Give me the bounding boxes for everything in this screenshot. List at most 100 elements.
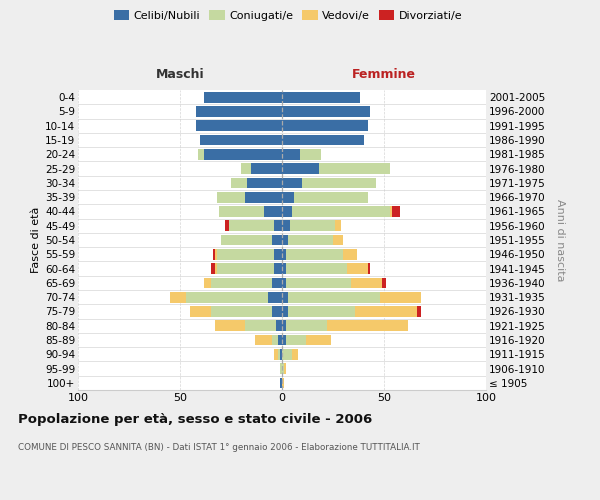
Bar <box>280 378 282 388</box>
Bar <box>211 306 272 317</box>
Bar <box>217 263 274 274</box>
Bar <box>352 278 382 288</box>
Bar <box>288 292 380 302</box>
Bar <box>282 120 368 131</box>
Bar <box>333 234 343 246</box>
Bar <box>196 120 282 131</box>
Bar <box>272 334 278 345</box>
Bar <box>282 378 284 388</box>
Bar <box>282 106 370 117</box>
Bar <box>282 334 286 345</box>
Text: Femmine: Femmine <box>352 68 416 81</box>
Text: Maschi: Maschi <box>155 68 205 81</box>
Bar <box>272 306 282 317</box>
Bar <box>278 349 280 360</box>
Bar <box>282 278 286 288</box>
Bar <box>225 220 229 231</box>
Bar <box>282 263 286 274</box>
Bar <box>245 192 282 202</box>
Y-axis label: Anni di nascita: Anni di nascita <box>555 198 565 281</box>
Bar <box>263 206 282 217</box>
Bar <box>272 234 282 246</box>
Bar <box>282 163 319 174</box>
Bar <box>215 320 245 331</box>
Text: COMUNE DI PESCO SANNITA (BN) - Dati ISTAT 1° gennaio 2006 - Elaborazione TUTTITA: COMUNE DI PESCO SANNITA (BN) - Dati ISTA… <box>18 442 420 452</box>
Bar <box>301 149 321 160</box>
Bar <box>196 106 282 117</box>
Bar <box>247 178 282 188</box>
Bar <box>274 249 282 260</box>
Bar <box>286 320 327 331</box>
Bar <box>282 320 286 331</box>
Bar <box>286 263 347 274</box>
Bar <box>282 220 290 231</box>
Bar <box>205 92 282 102</box>
Bar <box>282 363 284 374</box>
Bar <box>211 278 272 288</box>
Bar <box>290 220 335 231</box>
Bar <box>282 292 288 302</box>
Bar <box>280 363 282 374</box>
Bar <box>282 206 292 217</box>
Bar <box>280 349 282 360</box>
Bar <box>302 178 376 188</box>
Bar <box>215 263 217 274</box>
Bar <box>241 163 251 174</box>
Bar <box>307 334 331 345</box>
Bar <box>251 163 282 174</box>
Bar <box>284 363 286 374</box>
Bar <box>282 234 288 246</box>
Bar <box>343 249 358 260</box>
Bar <box>274 349 278 360</box>
Bar <box>186 292 268 302</box>
Bar <box>282 192 294 202</box>
Bar <box>282 92 359 102</box>
Bar <box>416 306 421 317</box>
Bar <box>205 278 211 288</box>
Bar <box>274 263 282 274</box>
Bar <box>282 149 301 160</box>
Bar <box>219 206 263 217</box>
Bar <box>294 192 368 202</box>
Bar <box>272 278 282 288</box>
Bar <box>282 349 292 360</box>
Bar <box>245 320 276 331</box>
Bar <box>282 249 286 260</box>
Bar <box>282 178 302 188</box>
Bar <box>319 163 390 174</box>
Bar <box>217 192 245 202</box>
Bar <box>278 334 282 345</box>
Bar <box>390 206 392 217</box>
Bar <box>382 278 386 288</box>
Bar <box>199 149 205 160</box>
Bar <box>190 306 211 317</box>
Bar <box>355 306 416 317</box>
Bar <box>282 306 288 317</box>
Bar <box>200 134 282 145</box>
Bar <box>335 220 341 231</box>
Bar <box>231 178 247 188</box>
Bar <box>282 134 364 145</box>
Bar <box>286 334 307 345</box>
Bar <box>286 249 343 260</box>
Text: Popolazione per età, sesso e stato civile - 2006: Popolazione per età, sesso e stato civil… <box>18 412 372 426</box>
Bar <box>256 334 272 345</box>
Bar <box>211 263 215 274</box>
Bar <box>221 234 272 246</box>
Bar <box>286 278 352 288</box>
Bar <box>392 206 400 217</box>
Bar <box>347 263 368 274</box>
Bar <box>292 206 390 217</box>
Bar <box>276 320 282 331</box>
Bar <box>170 292 186 302</box>
Bar <box>368 263 370 274</box>
Bar <box>217 249 274 260</box>
Bar <box>268 292 282 302</box>
Bar <box>274 220 282 231</box>
Bar <box>380 292 421 302</box>
Bar <box>292 349 298 360</box>
Bar <box>205 149 282 160</box>
Bar <box>327 320 409 331</box>
Bar <box>288 234 333 246</box>
Bar <box>288 306 355 317</box>
